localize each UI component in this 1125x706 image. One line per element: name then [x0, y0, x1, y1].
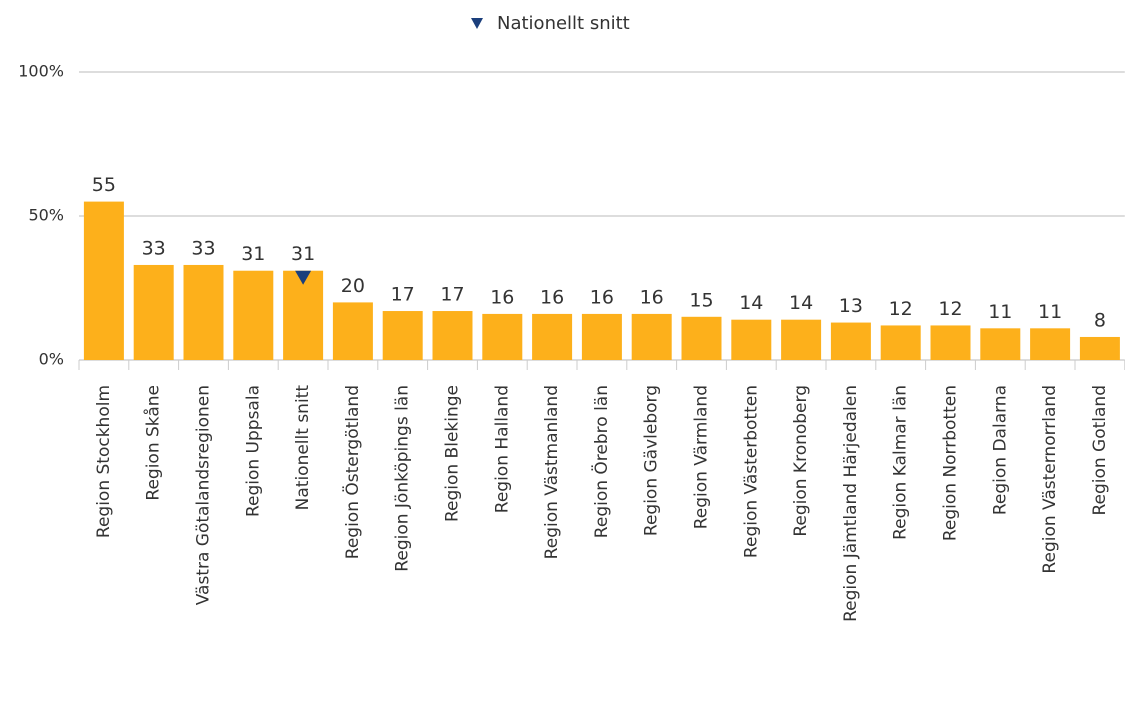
x-tick-label: Region Gotland — [1090, 385, 1110, 516]
bar — [1079, 336, 1120, 360]
x-tick-label: Västra Götalandsregionen — [194, 385, 214, 605]
x-tick-label: Region Blekinge — [443, 385, 463, 522]
bar — [83, 201, 124, 360]
data-label: 33 — [142, 237, 166, 259]
data-label: 15 — [689, 289, 713, 311]
x-tick-label: Region Västmanland — [542, 385, 562, 559]
y-tick-label: 100% — [18, 62, 64, 81]
data-label: 11 — [988, 301, 1012, 323]
data-label: 16 — [640, 286, 664, 308]
data-label: 17 — [391, 284, 415, 306]
bar — [880, 325, 921, 360]
data-label: 12 — [938, 298, 962, 320]
x-tick-label: Region Jämtland Härjedalen — [841, 385, 861, 622]
data-label: 12 — [889, 298, 913, 320]
x-tick-label: Region Kronoberg — [791, 385, 811, 537]
bar — [631, 313, 672, 360]
bar — [980, 328, 1021, 360]
y-tick-label: 0% — [39, 350, 64, 369]
bar — [731, 319, 772, 360]
x-tick-label: Region Jönköpings län — [393, 385, 413, 572]
marker — [295, 270, 312, 285]
x-tick-label: Region Värmland — [692, 385, 712, 529]
bar — [332, 302, 373, 360]
legend-marker — [471, 18, 483, 29]
x-tick-label: Region Västernorrland — [1040, 385, 1060, 574]
x-tick-label: Region Västerbotten — [741, 385, 761, 558]
bar — [930, 325, 971, 360]
x-tick-label: Region Norrbotten — [941, 385, 961, 541]
data-label: 31 — [291, 243, 315, 265]
bar — [581, 313, 622, 360]
data-label: 11 — [1038, 301, 1062, 323]
x-tick-label: Nationellt snitt — [293, 385, 313, 511]
bar — [382, 311, 423, 360]
bar — [830, 322, 871, 360]
bar — [133, 264, 174, 360]
x-tick-label: Region Gävleborg — [642, 385, 662, 536]
x-tick-label: Region Stockholm — [94, 385, 114, 538]
x-tick-label: Region Uppsala — [243, 385, 263, 517]
data-label: 13 — [839, 295, 863, 317]
bar — [283, 270, 324, 360]
x-tick-label: Region Halland — [492, 385, 512, 513]
bar — [482, 313, 523, 360]
bar — [1030, 328, 1071, 360]
x-tick-label: Region Kalmar län — [891, 385, 911, 540]
data-label: 16 — [540, 286, 564, 308]
bar — [781, 319, 822, 360]
bar — [532, 313, 573, 360]
data-label: 33 — [191, 237, 215, 259]
x-tick-label: Region Dalarna — [990, 385, 1010, 515]
data-label: 16 — [590, 286, 614, 308]
data-label: 55 — [92, 174, 116, 196]
data-label: 16 — [490, 286, 514, 308]
x-tick-label: Region Skåne — [143, 385, 164, 501]
x-tick-label: Region Östergötland — [341, 385, 363, 559]
data-label: 14 — [789, 292, 813, 314]
x-tick-label: Region Örebro län — [590, 385, 612, 538]
bar — [432, 311, 473, 360]
data-label: 17 — [440, 284, 464, 306]
data-label: 20 — [341, 275, 365, 297]
data-label: 14 — [739, 292, 763, 314]
data-label: 8 — [1094, 309, 1106, 331]
legend-label: Nationellt snitt — [497, 13, 630, 34]
data-label: 31 — [241, 243, 265, 265]
y-tick-label: 50% — [28, 206, 64, 225]
bar — [681, 316, 722, 360]
bar — [183, 264, 224, 360]
bar — [233, 270, 274, 360]
